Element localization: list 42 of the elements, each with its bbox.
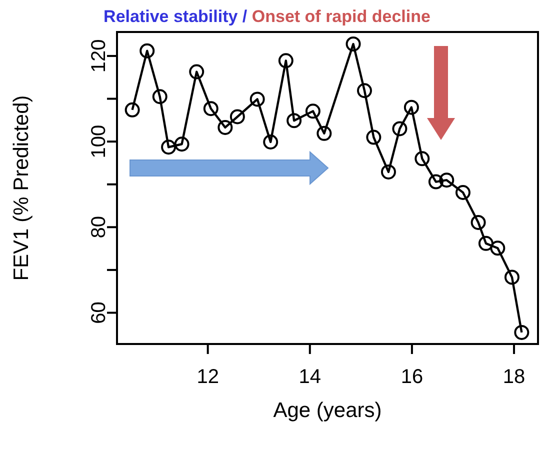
point (366, 130, 382, 145)
y-tick-label: 120 (88, 39, 110, 73)
point (189, 64, 204, 80)
point (455, 184, 470, 200)
point (414, 151, 430, 166)
point (286, 113, 302, 128)
point (230, 109, 245, 124)
x-tick-label: 18 (502, 366, 526, 388)
x-tick-label: 16 (400, 366, 424, 388)
point (478, 236, 494, 251)
point (504, 270, 520, 285)
point (316, 126, 332, 141)
point (439, 172, 454, 188)
point (218, 120, 233, 135)
point (161, 140, 176, 155)
point (152, 89, 168, 104)
point (140, 43, 155, 58)
point (263, 134, 278, 150)
y-tick-label: 80 (88, 216, 110, 238)
point (514, 324, 530, 340)
point (174, 136, 190, 152)
point (404, 100, 419, 115)
x-tick-label: 12 (196, 366, 219, 388)
point (380, 164, 396, 180)
point (428, 174, 444, 190)
point (346, 36, 361, 52)
y-tick-label: 60 (88, 302, 110, 324)
point (250, 92, 265, 107)
point (305, 104, 320, 119)
point (356, 83, 372, 98)
point (392, 121, 408, 136)
point (203, 101, 218, 116)
point (278, 53, 294, 68)
text: Relative stability / (104, 7, 248, 26)
point (124, 102, 140, 118)
point (490, 240, 506, 256)
y-tick-label: 100 (88, 124, 110, 158)
point (470, 214, 486, 230)
text: Onset of rapid decline (247, 7, 430, 26)
x-axis-title: Age (years) (273, 399, 382, 422)
y-axis-title: FEV1 (% Predicted) (10, 95, 33, 281)
x-tick-label: 14 (298, 366, 322, 388)
